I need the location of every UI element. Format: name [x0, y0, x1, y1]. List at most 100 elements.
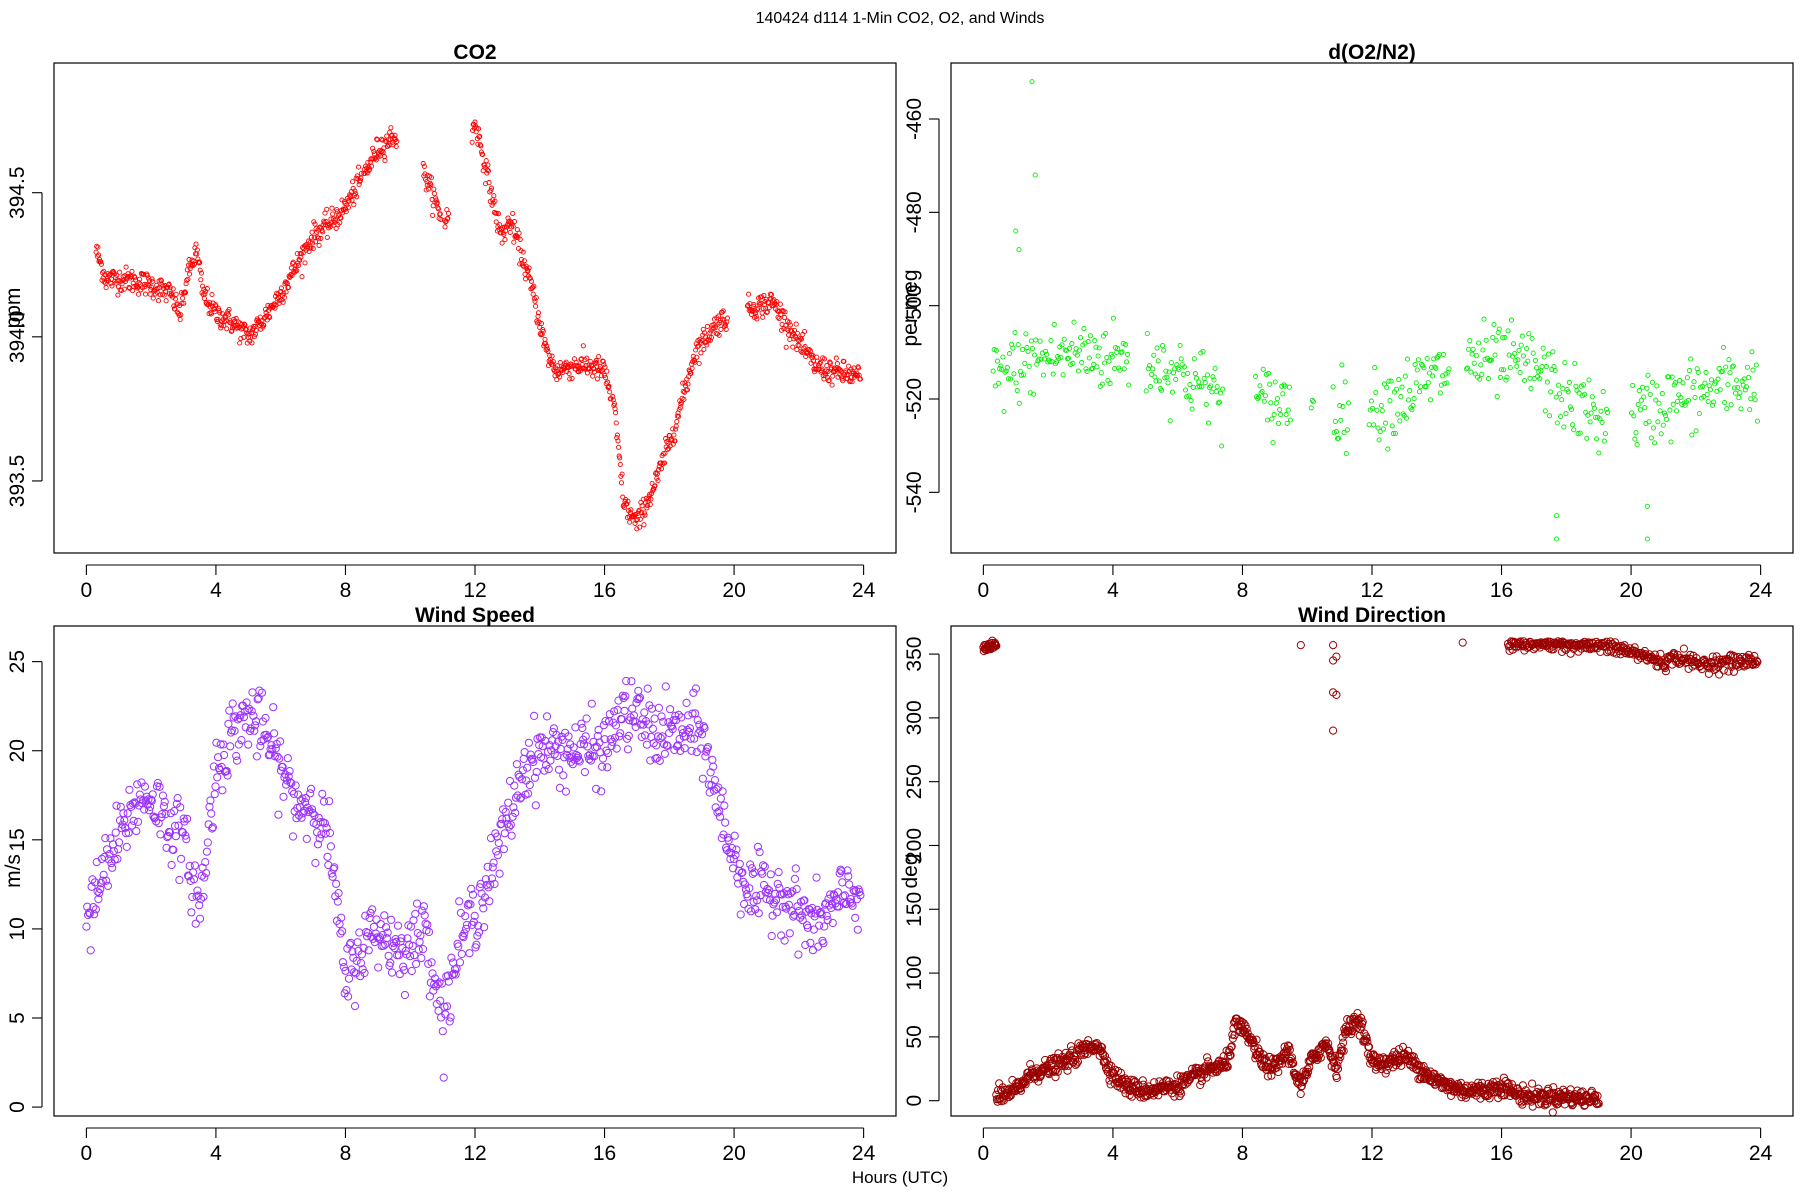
o2-point	[1508, 317, 1514, 323]
wind_speed-point	[374, 963, 383, 972]
wind_speed-point	[310, 811, 319, 820]
o2-point	[1278, 412, 1284, 418]
o2-point	[1002, 369, 1008, 375]
co2-point	[614, 432, 620, 438]
o2-point	[1033, 337, 1039, 343]
o2-plot-frame	[950, 62, 1794, 554]
wind_speed-point	[612, 744, 621, 753]
co2-point	[510, 210, 516, 216]
wind_speed-point	[422, 926, 431, 935]
co2-point	[178, 312, 184, 318]
wind_speed-point	[424, 927, 434, 937]
o2-point	[1018, 372, 1025, 378]
co2-point	[634, 516, 640, 522]
co2-point	[488, 187, 494, 194]
o2-point	[1213, 388, 1219, 395]
wind_direction-point	[1066, 1042, 1076, 1051]
wind_speed-point	[382, 934, 391, 943]
wind_speed-point	[288, 832, 298, 841]
co2-point	[611, 401, 617, 407]
wind_speed-point	[758, 869, 767, 878]
wind_speed-point	[724, 836, 733, 845]
wind_speed-point	[341, 966, 350, 975]
o2-point	[1153, 378, 1159, 384]
o2-point	[1743, 384, 1749, 390]
wind_speed-point	[735, 859, 744, 869]
o2-point	[1048, 337, 1054, 344]
o2-point	[1501, 367, 1507, 373]
co2-point	[539, 331, 545, 337]
co2-point	[170, 286, 176, 292]
co2-point	[299, 274, 305, 280]
wind_speed-point	[294, 811, 304, 820]
co2-point	[627, 519, 633, 525]
wind_direction-point	[1348, 1026, 1357, 1035]
o2-point	[1753, 362, 1759, 368]
wind_speed-point	[335, 919, 344, 929]
wind_direction-point	[1073, 1057, 1083, 1066]
co2-point	[357, 178, 363, 184]
o2-point	[1563, 411, 1569, 417]
wind_speed-point	[372, 915, 381, 924]
o2-point	[1631, 413, 1637, 419]
o2-point	[1530, 350, 1536, 356]
wind_speed-point	[462, 920, 471, 930]
wind_speed-point	[498, 815, 507, 824]
o2-point	[1167, 418, 1173, 424]
wind_direction-points	[979, 636, 1762, 1117]
wind_speed-point	[476, 879, 485, 889]
wind_speed-point	[762, 894, 771, 904]
wind_speed-point	[365, 913, 374, 923]
co2-point	[177, 316, 183, 323]
co2-point	[499, 240, 505, 246]
wind_speed-point	[827, 899, 837, 908]
o2-point	[1106, 358, 1112, 364]
wind_speed-point	[241, 723, 250, 732]
co2-point	[590, 373, 596, 379]
o2-point	[1028, 338, 1034, 344]
o2-point	[1099, 381, 1105, 387]
wind_speed-point	[207, 809, 216, 818]
wind_direction-point	[1053, 1067, 1062, 1076]
wind_speed-point	[291, 781, 300, 790]
co2-point	[148, 284, 154, 290]
o2-point	[1416, 389, 1423, 395]
o2-point	[1075, 368, 1081, 374]
wind_speed-point	[746, 907, 756, 916]
co2-point	[141, 281, 147, 288]
wind_speed-point	[261, 713, 270, 723]
co2-point	[688, 370, 694, 376]
o2-point	[1576, 390, 1582, 396]
o2-point	[1371, 422, 1377, 428]
wind_speed-point	[292, 814, 301, 823]
wind_speed-point	[798, 916, 807, 925]
o2-point	[1255, 396, 1261, 402]
o2-point	[1654, 383, 1660, 389]
co2-point	[854, 372, 860, 378]
wind_direction-point	[1203, 1053, 1212, 1062]
co2-point	[798, 336, 805, 342]
co2-point	[229, 328, 235, 334]
co2-point	[782, 309, 788, 315]
o2-point	[1727, 370, 1733, 376]
wind_direction-point	[1752, 656, 1761, 665]
o2-point	[1123, 359, 1130, 365]
wind_speed-y-tick-label: 10	[6, 917, 29, 940]
co2-point	[685, 381, 691, 387]
co2-x-tick-label: 20	[722, 579, 745, 602]
co2-point	[200, 283, 206, 289]
wind_direction-point	[1705, 664, 1714, 673]
wind_speed-point	[156, 830, 165, 839]
wind_speed-point	[169, 845, 178, 855]
wind_direction-point	[1364, 1042, 1374, 1051]
wind_speed-point	[323, 852, 332, 861]
wind_speed-plot-frame	[53, 625, 897, 1117]
o2-point	[1497, 374, 1503, 380]
co2-point	[793, 321, 799, 327]
wind_direction-point	[1289, 1059, 1298, 1068]
co2-point	[594, 376, 600, 382]
wind_speed-point	[669, 716, 678, 725]
o2-point	[1657, 408, 1663, 414]
wind_speed-point	[451, 970, 460, 979]
wind_direction-point	[1337, 1042, 1346, 1052]
